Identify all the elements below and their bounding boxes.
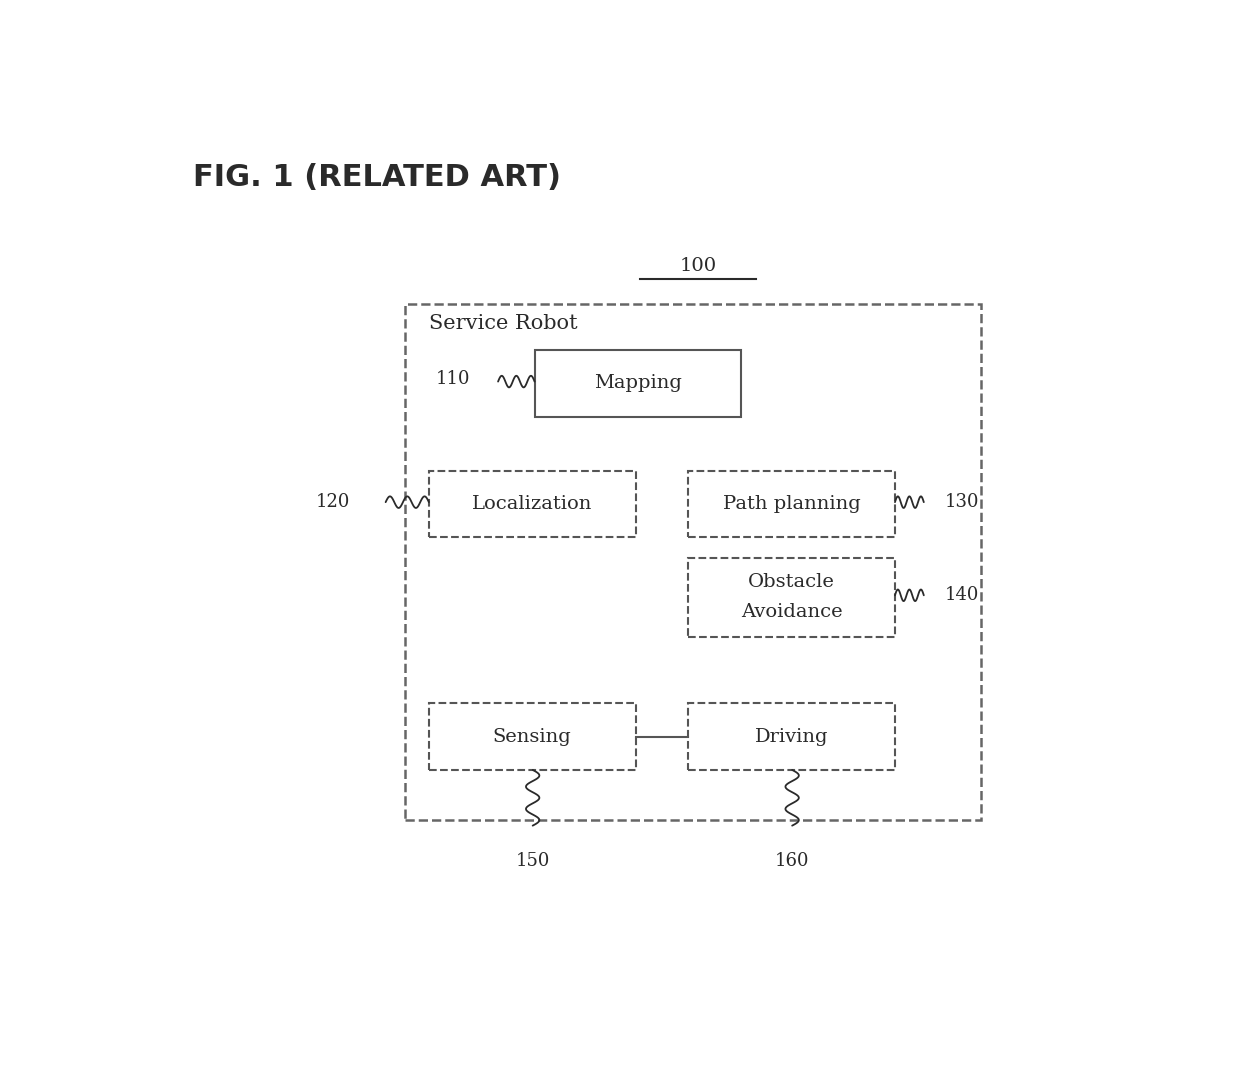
Text: Service Robot: Service Robot	[429, 314, 578, 334]
Bar	[429, 471, 635, 537]
Bar	[534, 350, 742, 417]
Text: 110: 110	[435, 370, 470, 388]
Text: 100: 100	[680, 257, 717, 275]
Text: Path planning: Path planning	[723, 495, 861, 513]
Bar	[404, 305, 982, 820]
Text: 140: 140	[945, 586, 980, 605]
Text: 160: 160	[775, 852, 810, 870]
Text: Driving: Driving	[755, 728, 828, 745]
Bar	[429, 703, 635, 770]
Bar	[688, 471, 895, 537]
Text: 130: 130	[945, 494, 980, 511]
Text: 150: 150	[516, 852, 549, 870]
Bar	[688, 558, 895, 637]
Text: 120: 120	[316, 494, 350, 511]
Text: Localization: Localization	[472, 495, 593, 513]
Text: FIG. 1 (RELATED ART): FIG. 1 (RELATED ART)	[193, 163, 562, 192]
Text: Avoidance: Avoidance	[740, 604, 842, 621]
Bar	[688, 703, 895, 770]
Text: Sensing: Sensing	[492, 728, 572, 745]
Text: Obstacle: Obstacle	[748, 573, 835, 592]
Text: Mapping: Mapping	[594, 375, 682, 392]
